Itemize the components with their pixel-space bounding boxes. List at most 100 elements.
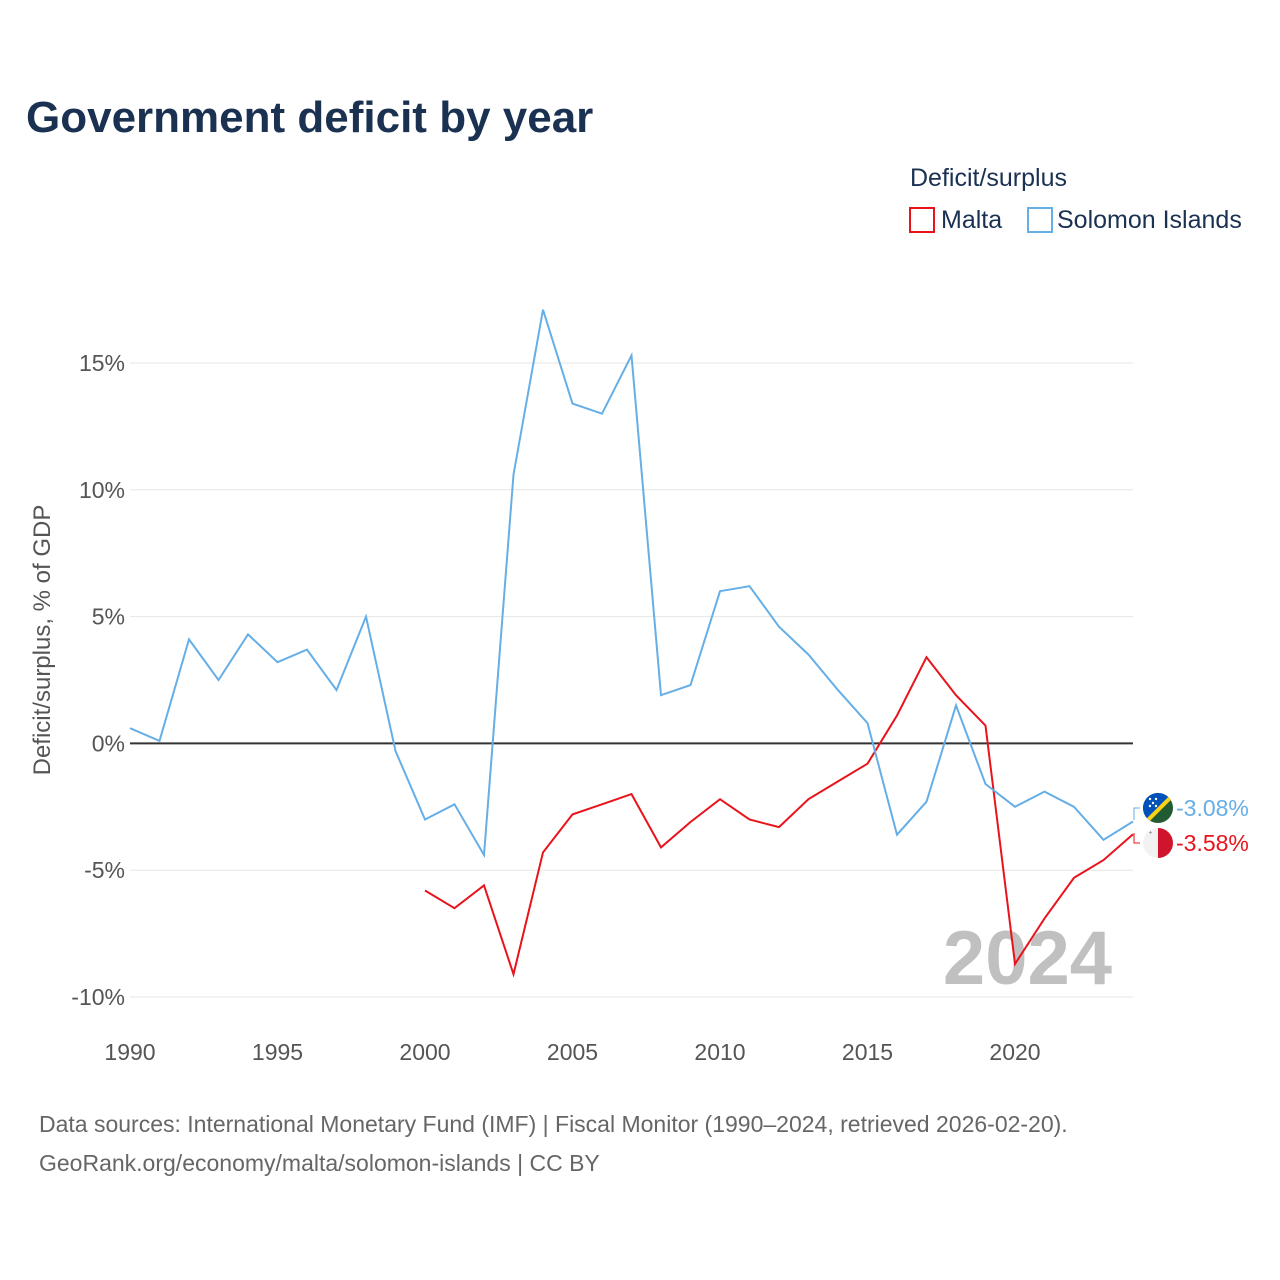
x-tick-labels: 1990 1995 2000 2005 2010 2015 2020	[104, 1039, 1040, 1065]
data-point-solomon-islands[interactable]	[508, 469, 520, 481]
legend-item-solomon-islands[interactable]: Solomon Islands	[1027, 206, 1242, 234]
x-tick-label: 1995	[252, 1039, 303, 1065]
data-point-malta[interactable]	[685, 816, 697, 828]
data-points	[124, 304, 1139, 981]
data-point-malta[interactable]	[862, 758, 874, 770]
data-point-malta[interactable]	[508, 968, 520, 980]
end-connector-solomon-islands	[1133, 807, 1140, 820]
y-tick-label: 0%	[92, 730, 125, 756]
data-point-solomon-islands[interactable]	[891, 829, 903, 841]
data-point-solomon-islands[interactable]	[862, 717, 874, 729]
end-value-malta: -3.58%	[1176, 830, 1249, 856]
data-point-malta[interactable]	[478, 879, 490, 891]
legend-title: Deficit/surplus	[910, 164, 1067, 192]
legend-label-malta: Malta	[941, 206, 1002, 234]
data-point-malta[interactable]	[626, 788, 638, 800]
data-point-malta[interactable]	[1127, 828, 1139, 840]
legend-swatch-solomon-islands	[1027, 207, 1053, 233]
data-point-malta[interactable]	[655, 841, 667, 853]
y-axis-label: Deficit/surplus, % of GDP	[29, 505, 56, 776]
data-point-solomon-islands[interactable]	[685, 679, 697, 691]
data-point-malta[interactable]	[921, 651, 933, 663]
data-point-solomon-islands[interactable]	[921, 796, 933, 808]
data-point-solomon-islands[interactable]	[537, 304, 549, 316]
solomon-islands-flag-icon	[1143, 793, 1173, 823]
data-point-solomon-islands[interactable]	[272, 656, 284, 668]
series	[129, 309, 1134, 978]
data-point-solomon-islands[interactable]	[1127, 816, 1139, 828]
gridlines	[130, 362, 1133, 998]
y-tick-label: 10%	[79, 477, 125, 503]
data-point-malta[interactable]	[1068, 872, 1080, 884]
end-label-solomon-islands: -3.08%	[1133, 793, 1249, 823]
data-point-solomon-islands[interactable]	[478, 849, 490, 861]
data-point-solomon-islands[interactable]	[301, 644, 313, 656]
data-point-solomon-islands[interactable]	[1068, 801, 1080, 813]
data-point-solomon-islands[interactable]	[626, 349, 638, 361]
x-tick-label: 2015	[842, 1039, 893, 1065]
x-tick-label: 1990	[104, 1039, 155, 1065]
data-point-solomon-islands[interactable]	[980, 778, 992, 790]
legend: Deficit/surplus Malta Solomon Islands	[909, 164, 1242, 234]
y-tick-label: -10%	[71, 984, 125, 1010]
data-point-malta[interactable]	[1098, 854, 1110, 866]
data-point-solomon-islands[interactable]	[596, 408, 608, 420]
data-point-malta[interactable]	[567, 808, 579, 820]
x-tick-label: 2020	[989, 1039, 1040, 1065]
y-tick-label: 5%	[92, 604, 125, 630]
data-point-solomon-islands[interactable]	[1098, 834, 1110, 846]
series-line-solomon-islands[interactable]	[129, 309, 1134, 859]
y-tick-label: 15%	[79, 350, 125, 376]
data-point-malta[interactable]	[891, 710, 903, 722]
data-point-solomon-islands[interactable]	[154, 735, 166, 747]
data-point-malta[interactable]	[744, 814, 756, 826]
data-point-malta[interactable]	[1009, 958, 1021, 970]
data-point-malta[interactable]	[803, 793, 815, 805]
source-line-2[interactable]: GeoRank.org/economy/malta/solomon-island…	[39, 1150, 600, 1176]
y-tick-labels: -10% -5% 0% 5% 10% 15%	[71, 350, 125, 1010]
data-point-malta[interactable]	[980, 720, 992, 732]
legend-label-solomon-islands: Solomon Islands	[1057, 206, 1242, 234]
end-label-malta: -3.58%	[1133, 828, 1249, 858]
end-value-solomon-islands: -3.08%	[1176, 795, 1249, 821]
data-point-malta[interactable]	[832, 775, 844, 787]
data-point-malta[interactable]	[449, 902, 461, 914]
data-point-malta[interactable]	[714, 793, 726, 805]
source-line-1: Data sources: International Monetary Fun…	[39, 1111, 1068, 1137]
end-connector-malta	[1133, 833, 1140, 844]
data-point-solomon-islands[interactable]	[449, 798, 461, 810]
data-point-solomon-islands[interactable]	[242, 628, 254, 640]
data-point-solomon-islands[interactable]	[773, 621, 785, 633]
data-point-solomon-islands[interactable]	[803, 649, 815, 661]
y-tick-label: -5%	[84, 857, 125, 883]
data-point-solomon-islands[interactable]	[1039, 786, 1051, 798]
data-point-solomon-islands[interactable]	[360, 611, 372, 623]
data-point-solomon-islands[interactable]	[390, 745, 402, 757]
data-point-solomon-islands[interactable]	[331, 684, 343, 696]
data-point-solomon-islands[interactable]	[832, 684, 844, 696]
legend-swatch-malta	[909, 207, 935, 233]
data-point-solomon-islands[interactable]	[1009, 801, 1021, 813]
x-tick-label: 2010	[694, 1039, 745, 1065]
series-line-malta[interactable]	[424, 655, 1134, 978]
x-tick-label: 2005	[547, 1039, 598, 1065]
legend-item-malta[interactable]: Malta	[909, 206, 1002, 234]
data-point-malta[interactable]	[419, 885, 431, 897]
year-watermark: 2024	[943, 916, 1112, 1001]
data-point-solomon-islands[interactable]	[183, 633, 195, 645]
data-point-solomon-islands[interactable]	[124, 722, 136, 734]
data-point-solomon-islands[interactable]	[655, 689, 667, 701]
data-point-malta[interactable]	[537, 846, 549, 858]
x-tick-label: 2000	[399, 1039, 450, 1065]
data-point-solomon-islands[interactable]	[213, 674, 225, 686]
data-point-solomon-islands[interactable]	[419, 814, 431, 826]
data-point-malta[interactable]	[596, 798, 608, 810]
data-point-solomon-islands[interactable]	[950, 699, 962, 711]
data-point-malta[interactable]	[1039, 912, 1051, 924]
data-point-solomon-islands[interactable]	[714, 585, 726, 597]
chart-title: Government deficit by year	[26, 93, 593, 142]
malta-flag-icon	[1143, 828, 1173, 858]
data-point-malta[interactable]	[773, 821, 785, 833]
data-point-solomon-islands[interactable]	[567, 398, 579, 410]
data-point-solomon-islands[interactable]	[744, 580, 756, 592]
